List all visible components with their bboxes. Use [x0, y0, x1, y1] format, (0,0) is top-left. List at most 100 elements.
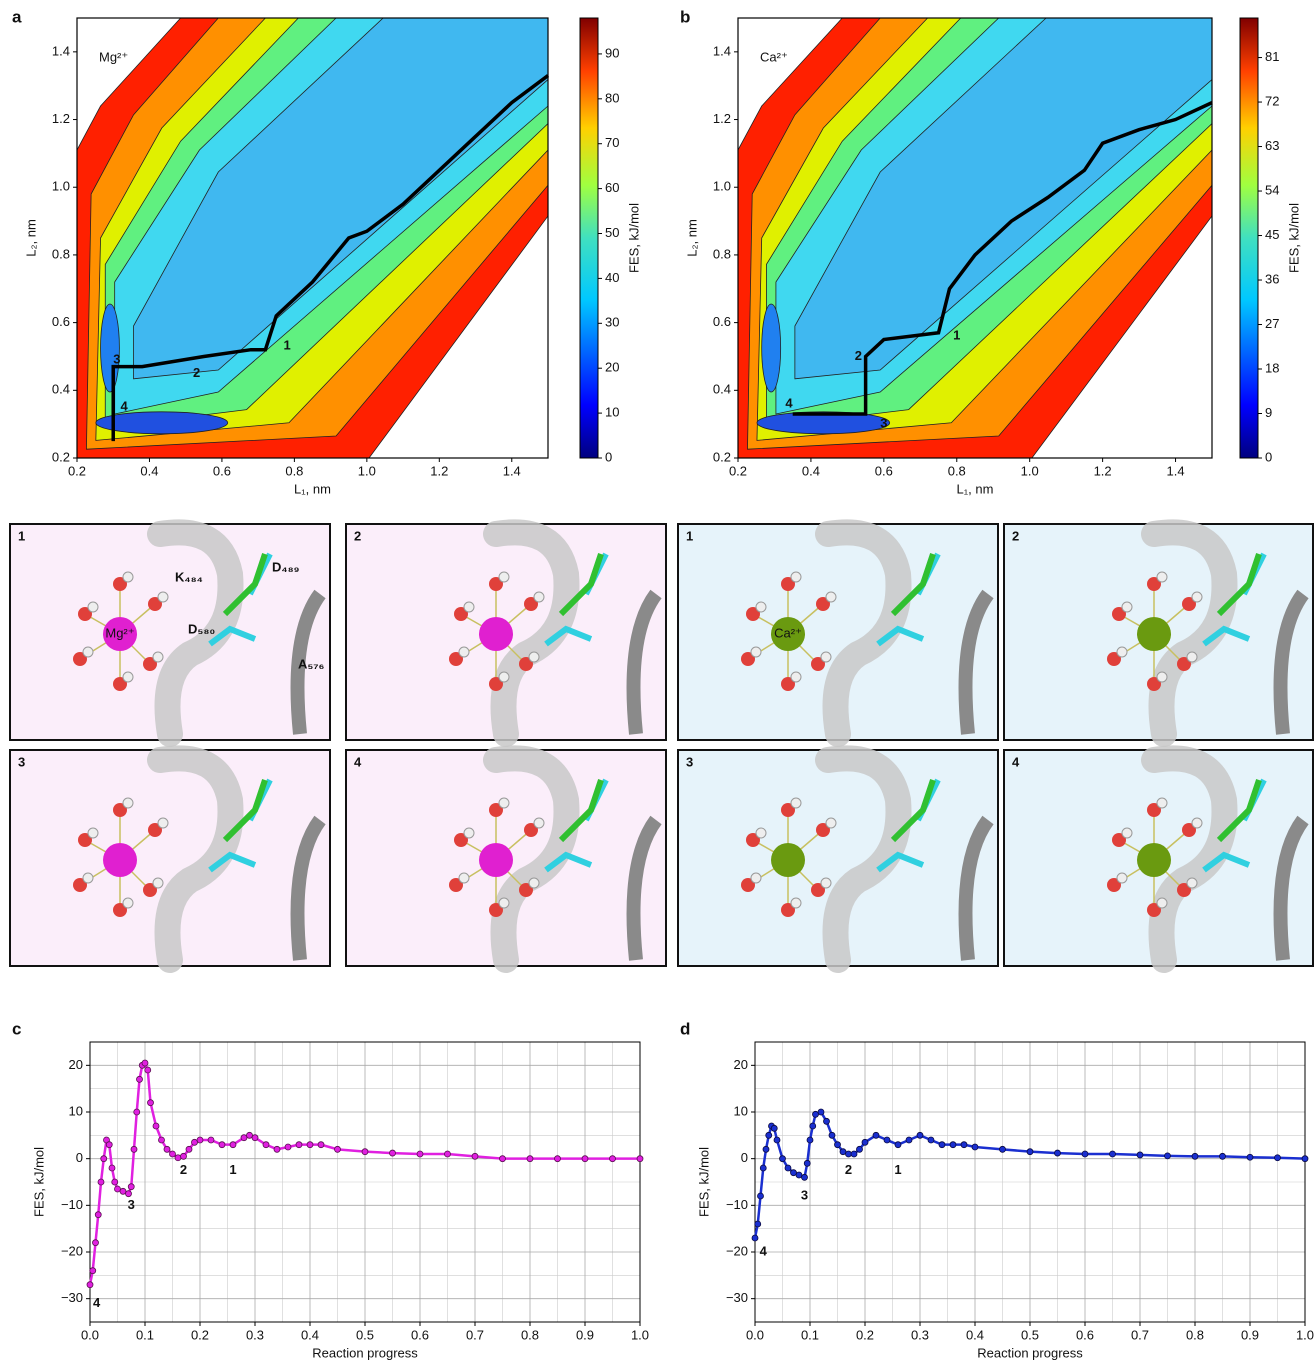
- data-point: [751, 1234, 759, 1242]
- data-point: [86, 1281, 94, 1289]
- x-tick-label: 1.4: [1166, 463, 1184, 478]
- snapshot-number: 2: [354, 528, 361, 543]
- water-oxygen: [1177, 883, 1191, 897]
- state-label: 3: [128, 1197, 135, 1212]
- water-oxygen: [454, 607, 468, 621]
- water-hydrogen: [1191, 591, 1203, 603]
- water-oxygen: [1147, 803, 1161, 817]
- water-hydrogen: [157, 591, 169, 603]
- water-oxygen: [816, 597, 830, 611]
- water-oxygen: [816, 823, 830, 837]
- water-oxygen: [78, 833, 92, 847]
- data-point: [100, 1155, 108, 1163]
- data-point: [757, 1192, 764, 1200]
- x-tick-label: 0.2: [68, 463, 86, 478]
- x-axis-label: Reaction progress: [312, 1345, 418, 1360]
- colorbar-tick-label: 63: [1265, 138, 1279, 153]
- data-point: [94, 1211, 102, 1219]
- data-point: [97, 1178, 105, 1186]
- contour-well: [100, 303, 120, 393]
- x-tick-label: 0.8: [285, 463, 303, 478]
- data-point: [806, 1136, 814, 1144]
- panel-letter: b: [680, 7, 690, 26]
- x-tick-label: 0.2: [191, 1327, 209, 1342]
- snapshot-number: 1: [686, 528, 693, 543]
- data-point: [762, 1145, 770, 1153]
- water-hydrogen: [152, 877, 164, 889]
- y-tick-label: −10: [726, 1197, 748, 1212]
- state-label: 4: [785, 395, 793, 410]
- data-point: [759, 1164, 767, 1172]
- data-point: [795, 1171, 803, 1179]
- water-hydrogen: [1186, 877, 1198, 889]
- helix-ribbon: [815, 519, 912, 747]
- water-hydrogen: [790, 671, 802, 683]
- water-hydrogen: [825, 817, 837, 829]
- y-tick-label: 10: [69, 1103, 83, 1118]
- water-hydrogen: [790, 571, 802, 583]
- ion: [479, 843, 513, 877]
- colorbar-tick-label: 50: [605, 225, 619, 240]
- data-point: [812, 1110, 819, 1118]
- state-label: 2: [180, 1162, 187, 1177]
- x-tick-label: 1.4: [503, 463, 521, 478]
- helix-ribbon: [290, 589, 326, 735]
- water-oxygen: [143, 657, 157, 671]
- data-point: [770, 1124, 778, 1132]
- data-point: [152, 1122, 160, 1130]
- y-tick-label: 0.2: [52, 449, 70, 464]
- water-oxygen: [113, 903, 127, 917]
- residue-label: D₄₈₉: [272, 559, 300, 574]
- helix-ribbon: [147, 519, 244, 747]
- y-axis-label: FES, kJ/mol: [31, 1147, 46, 1217]
- colorbar: [1239, 17, 1259, 459]
- residue-stick: [222, 779, 268, 843]
- water-hydrogen: [87, 601, 99, 613]
- x-tick-label: 0.2: [729, 463, 747, 478]
- data-point: [1164, 1152, 1171, 1160]
- y-tick-label: 1.2: [713, 111, 731, 126]
- data-point: [334, 1145, 341, 1153]
- y-tick-label: 0.6: [52, 314, 70, 329]
- x-tick-label: 0.7: [1131, 1327, 1149, 1342]
- water-oxygen: [454, 833, 468, 847]
- data-point: [273, 1145, 281, 1153]
- data-point: [526, 1155, 534, 1163]
- water-hydrogen: [1156, 671, 1168, 683]
- data-point: [361, 1148, 369, 1156]
- state-label: 1: [229, 1162, 236, 1177]
- y-tick-label: −10: [61, 1197, 83, 1212]
- data-point: [144, 1066, 152, 1074]
- helix-ribbon: [1273, 589, 1309, 735]
- data-point: [185, 1145, 193, 1153]
- state-label: 3: [801, 1187, 808, 1202]
- water-hydrogen: [755, 601, 767, 613]
- snapshot: 3: [9, 745, 331, 973]
- water-hydrogen: [1116, 646, 1128, 658]
- snapshot: 4: [345, 745, 667, 973]
- water-oxygen: [113, 803, 127, 817]
- data-point: [938, 1141, 946, 1149]
- water-hydrogen: [122, 671, 134, 683]
- colorbar-label: FES, kJ/mol: [1286, 203, 1301, 273]
- water-oxygen: [746, 833, 760, 847]
- ion: [103, 843, 137, 877]
- residue-stick: [558, 779, 604, 843]
- data-point: [999, 1145, 1006, 1153]
- y-tick-label: −20: [61, 1243, 83, 1258]
- water-hydrogen: [463, 601, 475, 613]
- water-hydrogen: [750, 646, 762, 658]
- data-point: [779, 1155, 786, 1163]
- water-hydrogen: [533, 817, 545, 829]
- y-tick-label: 0.4: [52, 382, 70, 397]
- x-tick-label: 1.2: [1094, 463, 1112, 478]
- water-oxygen: [489, 677, 503, 691]
- heatmap: [738, 18, 1212, 458]
- data-point: [163, 1145, 171, 1153]
- water-oxygen: [741, 652, 755, 666]
- x-tick-label: 0.4: [966, 1327, 984, 1342]
- data-point: [905, 1136, 913, 1144]
- y-tick-label: 0.2: [713, 449, 731, 464]
- x-tick-label: 0.6: [875, 463, 893, 478]
